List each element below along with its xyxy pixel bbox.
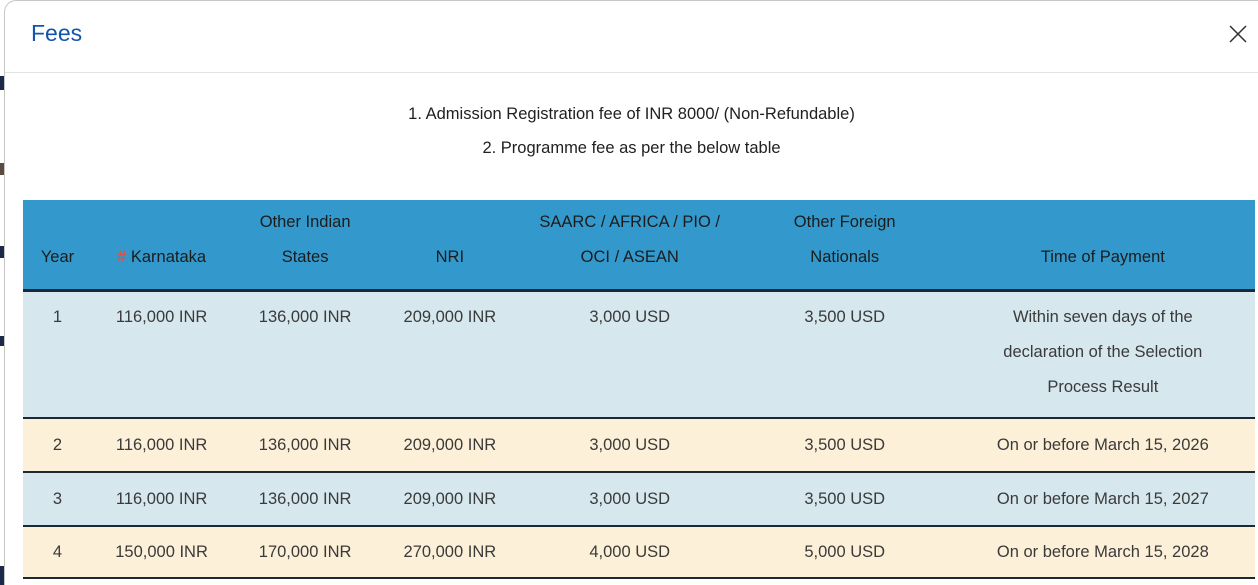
cell-nri-fee: 270,000 INR: [379, 526, 521, 579]
fee-note-line: 1. Admission Registration fee of INR 800…: [408, 105, 855, 123]
page-edge-artifact: [0, 163, 4, 175]
table-row: 3 116,000 INR 136,000 INR 209,000 INR 3,…: [23, 472, 1255, 527]
column-header-saarc: SAARC / AFRICA / PIO / OCI / ASEAN: [520, 200, 739, 292]
cell-karnataka-fee: 116,000 INR: [91, 472, 232, 527]
column-header-year: Year: [23, 200, 92, 292]
page-edge-artifact: [0, 336, 4, 346]
cell-other-indian-states-fee: 136,000 INR: [231, 290, 380, 419]
cell-year: 4: [23, 526, 92, 579]
page-edge-artifact: [0, 246, 4, 258]
cell-other-foreign-fee: 5,000 USD: [738, 526, 951, 579]
dialog-title: Fees: [31, 20, 83, 46]
cell-nri-fee: 209,000 INR: [379, 418, 521, 473]
cell-year: 3: [23, 472, 92, 527]
close-icon: [1228, 24, 1248, 47]
fees-dialog: Fees 1. Admission Registration fee of IN…: [4, 0, 1258, 585]
cell-saarc-fee: 3,000 USD: [520, 418, 739, 473]
cell-time-of-payment: On or before March 15, 2026: [950, 418, 1255, 473]
column-header-other-foreign-nationals: Other Foreign Nationals: [738, 200, 951, 292]
column-header-time-of-payment: Time of Payment: [950, 200, 1255, 292]
close-button[interactable]: [1226, 23, 1250, 47]
page-edge-artifact: [0, 566, 4, 585]
cell-nri-fee: 209,000 INR: [379, 290, 521, 419]
cell-other-foreign-fee: 3,500 USD: [738, 418, 951, 473]
page-edge-strip: [0, 0, 5, 585]
column-header-karnataka: # Karnataka: [91, 200, 232, 292]
fees-table-container: Year # Karnataka Other Indian States NRI…: [23, 200, 1255, 579]
cell-karnataka-fee: 150,000 INR: [91, 526, 232, 579]
cell-time-of-payment: On or before March 15, 2027: [950, 472, 1255, 527]
table-row: 4 150,000 INR 170,000 INR 270,000 INR 4,…: [23, 526, 1255, 579]
cell-other-indian-states-fee: 170,000 INR: [231, 526, 380, 579]
dialog-header: Fees: [5, 1, 1258, 73]
fee-note-line: 2. Programme fee as per the below table: [482, 139, 781, 157]
table-row: 1 116,000 INR 136,000 INR 209,000 INR 3,…: [23, 290, 1255, 419]
cell-saarc-fee: 3,000 USD: [520, 472, 739, 527]
fee-notes: 1. Admission Registration fee of INR 800…: [5, 97, 1258, 165]
column-header-nri: NRI: [379, 200, 521, 292]
hash-marker: #: [117, 248, 131, 266]
cell-karnataka-fee: 116,000 INR: [91, 418, 232, 473]
cell-year: 2: [23, 418, 92, 473]
cell-time-of-payment: Within seven days of the declaration of …: [950, 290, 1255, 419]
cell-other-indian-states-fee: 136,000 INR: [231, 418, 380, 473]
table-header-row: Year # Karnataka Other Indian States NRI…: [23, 200, 1255, 292]
cell-saarc-fee: 4,000 USD: [520, 526, 739, 579]
column-header-other-indian-states: Other Indian States: [231, 200, 380, 292]
cell-time-of-payment: On or before March 15, 2028: [950, 526, 1255, 579]
cell-karnataka-fee: 116,000 INR: [91, 290, 232, 419]
table-row: 2 116,000 INR 136,000 INR 209,000 INR 3,…: [23, 418, 1255, 473]
page-edge-artifact: [0, 76, 4, 90]
fees-table: Year # Karnataka Other Indian States NRI…: [23, 200, 1255, 579]
cell-other-foreign-fee: 3,500 USD: [738, 290, 951, 419]
cell-other-foreign-fee: 3,500 USD: [738, 472, 951, 527]
cell-nri-fee: 209,000 INR: [379, 472, 521, 527]
cell-other-indian-states-fee: 136,000 INR: [231, 472, 380, 527]
cell-year: 1: [23, 290, 92, 419]
cell-saarc-fee: 3,000 USD: [520, 290, 739, 419]
